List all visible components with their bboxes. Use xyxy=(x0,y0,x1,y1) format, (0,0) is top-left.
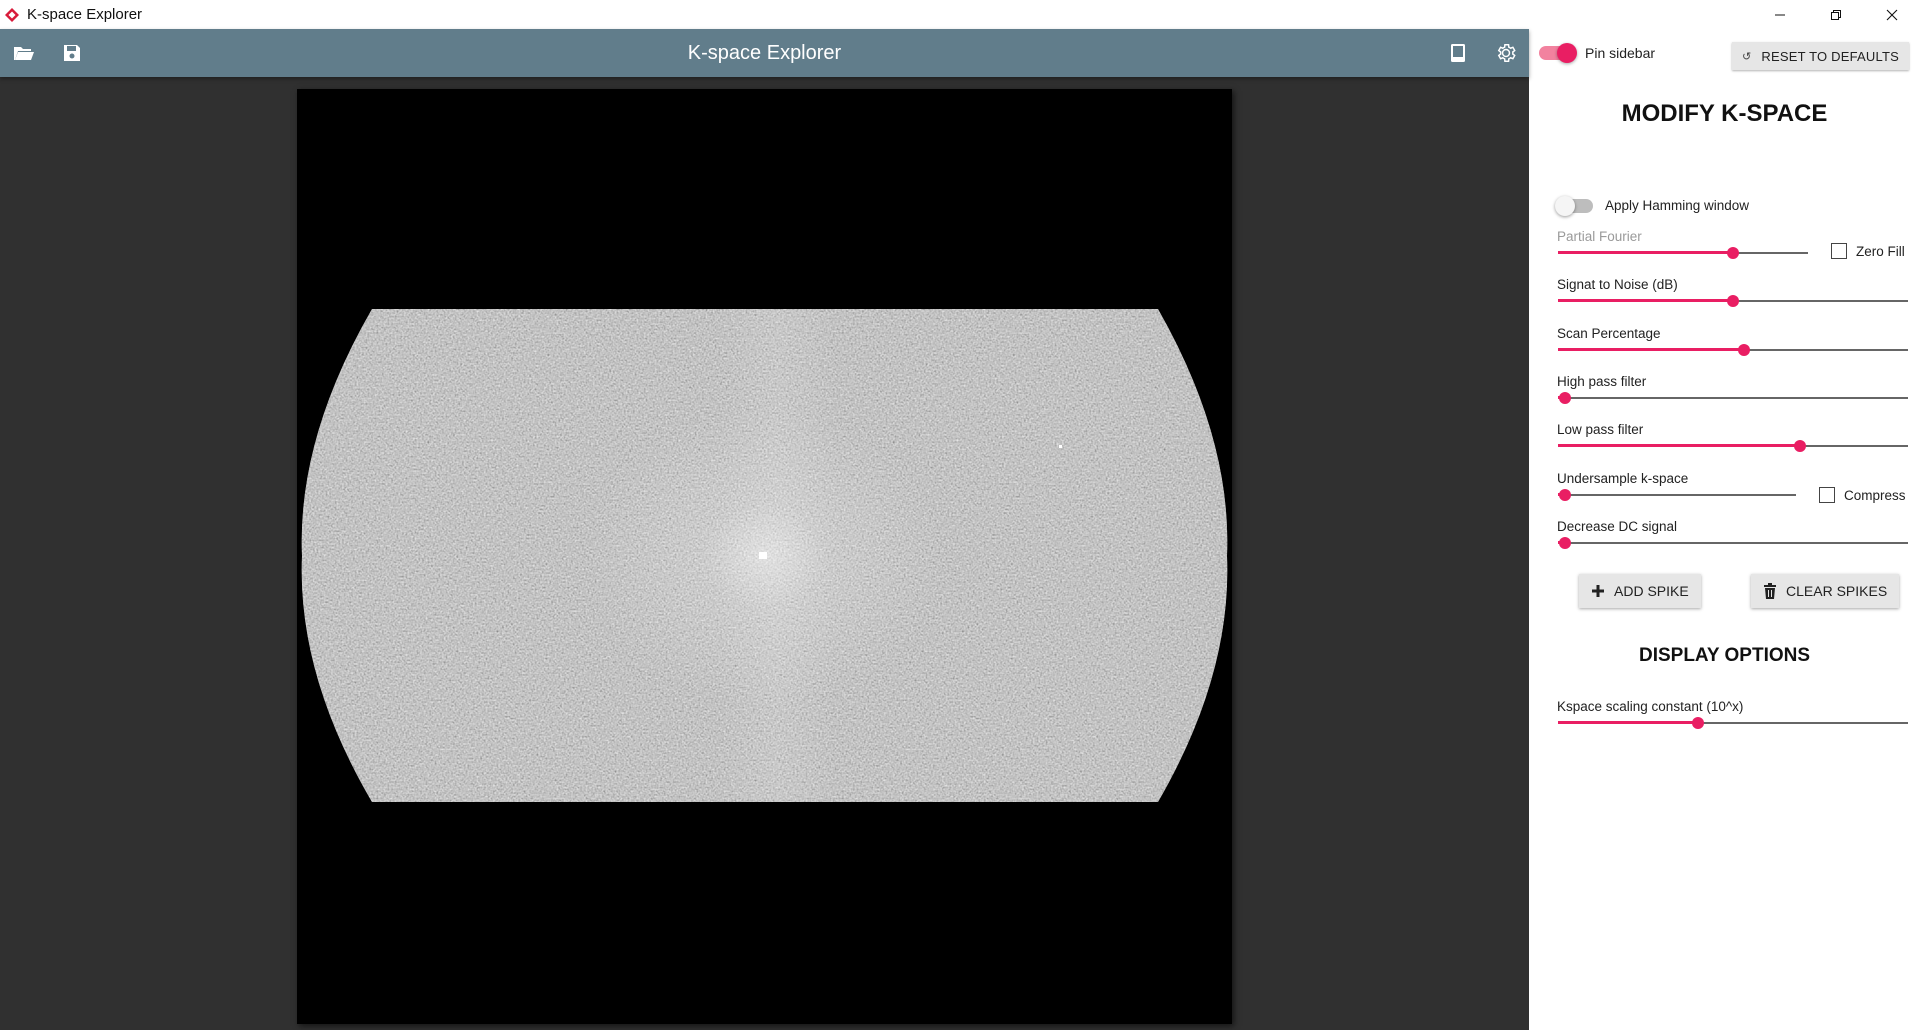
zero-fill-label: Zero Fill xyxy=(1856,243,1905,259)
kspace-scaling-label: Kspace scaling constant (10^x) xyxy=(1557,699,1744,714)
hamming-label: Apply Hamming window xyxy=(1605,198,1750,213)
minimize-icon xyxy=(1775,14,1785,15)
window-titlebar: K-space Explorer xyxy=(0,0,1920,29)
partial-fourier-label: Partial Fourier xyxy=(1557,229,1642,244)
slider-thumb[interactable] xyxy=(1727,247,1739,259)
slider-thumb[interactable] xyxy=(1559,489,1572,501)
pin-switch[interactable] xyxy=(1539,43,1577,63)
image-viewer xyxy=(0,77,1529,1030)
toggle-sidebar-button[interactable] xyxy=(1444,39,1472,67)
modify-kspace-title: MODIFY K-SPACE xyxy=(1621,100,1828,127)
undersample-label: Undersample k-space xyxy=(1557,471,1689,486)
restore-button[interactable] xyxy=(1808,0,1864,29)
snr-label: Signat to Noise (dB) xyxy=(1557,277,1678,292)
compress-box[interactable] xyxy=(1819,487,1835,503)
plus-icon xyxy=(1592,585,1604,597)
clear-spikes-label: CLEAR SPIKES xyxy=(1786,583,1888,599)
compress-label: Compress xyxy=(1844,487,1906,503)
undo-icon: ↺ xyxy=(1742,50,1752,63)
hamming-toggle[interactable]: Apply Hamming window xyxy=(1555,195,1750,216)
minimize-button[interactable] xyxy=(1752,0,1808,29)
compress-checkbox[interactable]: Compress xyxy=(1819,487,1906,503)
settings-button[interactable] xyxy=(1492,39,1520,67)
reset-defaults-button[interactable]: ↺ RESET TO DEFAULTS xyxy=(1732,42,1909,70)
reset-defaults-label: RESET TO DEFAULTS xyxy=(1761,48,1899,64)
slider-thumb[interactable] xyxy=(1727,295,1739,307)
add-spike-button[interactable]: ADD SPIKE xyxy=(1579,574,1701,608)
sidebar: Pin sidebar ↺ RESET TO DEFAULTS MODIFY K… xyxy=(1529,29,1920,1030)
slider-thumb[interactable] xyxy=(1692,717,1704,729)
slider-thumb[interactable] xyxy=(1559,537,1571,549)
high-pass-label: High pass filter xyxy=(1557,374,1647,389)
panel-icon xyxy=(1451,44,1465,62)
low-pass-slider[interactable] xyxy=(1558,436,1908,456)
display-options-title: DISPLAY OPTIONS xyxy=(1638,645,1811,666)
scan-percentage-slider[interactable] xyxy=(1558,340,1908,360)
folder-open-icon xyxy=(14,47,34,60)
close-button[interactable] xyxy=(1864,0,1920,29)
clear-spikes-button[interactable]: CLEAR SPIKES xyxy=(1751,574,1900,608)
zero-fill-box[interactable] xyxy=(1831,243,1847,259)
toolbar-title: K-space Explorer xyxy=(687,42,842,64)
hamming-switch[interactable] xyxy=(1555,195,1593,216)
window-title: K-space Explorer xyxy=(27,6,143,23)
slider-thumb[interactable] xyxy=(1793,440,1806,452)
restore-icon xyxy=(1831,9,1841,20)
decrease-dc-slider[interactable] xyxy=(1558,533,1908,553)
kspace-scaling-slider[interactable] xyxy=(1558,713,1908,733)
kspace-canvas[interactable] xyxy=(297,89,1232,1024)
slider-thumb[interactable] xyxy=(1737,344,1750,356)
high-pass-slider[interactable] xyxy=(1558,388,1908,408)
save-icon xyxy=(64,45,80,61)
trash-icon xyxy=(1764,583,1776,599)
open-file-button[interactable] xyxy=(10,39,38,67)
save-file-button[interactable] xyxy=(58,39,86,67)
undersample-slider[interactable] xyxy=(1558,485,1796,505)
scan-percentage-label: Scan Percentage xyxy=(1557,326,1661,341)
low-pass-label: Low pass filter xyxy=(1557,422,1644,437)
kspace-image xyxy=(301,309,1228,802)
app-toolbar: K-space Explorer xyxy=(0,29,1529,77)
add-spike-label: ADD SPIKE xyxy=(1614,583,1689,599)
app-logo-icon xyxy=(5,7,19,22)
partial-fourier-slider[interactable] xyxy=(1558,243,1808,263)
snr-slider[interactable] xyxy=(1558,291,1908,311)
pin-sidebar-label: Pin sidebar xyxy=(1585,45,1656,61)
pin-sidebar-toggle[interactable]: Pin sidebar xyxy=(1539,43,1656,63)
slider-thumb[interactable] xyxy=(1559,392,1571,404)
gear-icon xyxy=(1497,44,1516,62)
close-icon xyxy=(1886,9,1898,20)
zero-fill-checkbox[interactable]: Zero Fill xyxy=(1831,243,1905,259)
decrease-dc-label: Decrease DC signal xyxy=(1557,519,1678,534)
